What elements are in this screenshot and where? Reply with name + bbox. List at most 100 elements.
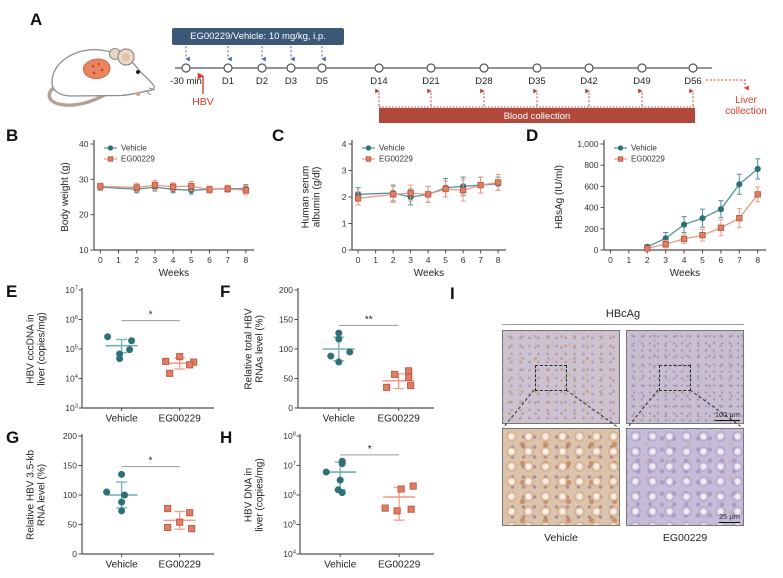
svg-text:Human serumalbumin (g/dl): Human serumalbumin (g/dl): [301, 166, 323, 229]
svg-text:0: 0: [98, 255, 103, 265]
panel-label-F: F: [220, 282, 231, 301]
timeline-point: [223, 63, 233, 73]
svg-text:Liver: Liver: [735, 95, 757, 106]
svg-text:5: 5: [189, 255, 194, 265]
svg-text:4: 4: [682, 255, 687, 265]
svg-text:HBV cccDNA inliver (copies/mg): HBV cccDNA inliver (copies/mg): [26, 312, 48, 385]
panel-label-G: G: [6, 428, 20, 447]
column-label-eg00229: EG00229: [662, 532, 708, 544]
sig-asterisk: **: [365, 314, 373, 325]
svg-text:105: 105: [283, 520, 296, 530]
svg-text:2: 2: [645, 255, 650, 265]
svg-text:3: 3: [663, 255, 668, 265]
panel-histology: HBcAg 100 μm 25 μm Vehicle EG00229: [448, 282, 780, 578]
blood-collection-bar: [379, 108, 695, 123]
svg-text:HBV: HBV: [192, 96, 214, 108]
timeline-point: [637, 63, 647, 73]
svg-text:D49: D49: [633, 76, 650, 87]
panel-label-A: A: [30, 10, 43, 29]
svg-text:EG00229: EG00229: [378, 414, 421, 425]
svg-text:0: 0: [608, 255, 613, 265]
mouse-illustration: [47, 47, 156, 107]
panel-label-C: C: [272, 126, 285, 145]
sig-asterisk: *: [149, 310, 153, 321]
svg-text:D2: D2: [256, 76, 268, 87]
svg-text:8: 8: [755, 255, 760, 265]
histology-eg00229-low-mag: 100 μm: [626, 330, 744, 424]
svg-text:2: 2: [342, 192, 347, 202]
title-rule: [502, 324, 744, 325]
svg-text:50: 50: [68, 520, 78, 530]
svg-text:Vehicle: Vehicle: [323, 414, 356, 425]
svg-text:2: 2: [134, 255, 139, 265]
inset-box: [659, 365, 691, 391]
svg-text:8: 8: [496, 255, 501, 265]
sig-asterisk: *: [368, 444, 372, 455]
svg-text:EG00229: EG00229: [378, 560, 421, 571]
svg-text:6: 6: [461, 255, 466, 265]
svg-text:150: 150: [279, 315, 293, 325]
timeline-point: [374, 63, 384, 73]
chart-hbsag: 0 200 400 600 800 1,000 0 1 2 3 4 5 6 7 8 Weeks HBsAg (I…: [548, 130, 774, 280]
svg-text:1: 1: [116, 255, 121, 265]
svg-text:0: 0: [594, 245, 599, 255]
timeline-point: [584, 63, 594, 73]
svg-text:Weeks: Weeks: [670, 268, 700, 279]
svg-text:1,000: 1,000: [577, 139, 599, 149]
svg-text:7: 7: [737, 255, 742, 265]
svg-text:Relative total HBVRNAs level (: Relative total HBVRNAs level (%): [244, 308, 266, 389]
svg-text:200: 200: [279, 285, 293, 295]
svg-text:20: 20: [79, 210, 89, 220]
timeline-point: [479, 63, 489, 73]
svg-text:EG00229: EG00229: [159, 560, 202, 571]
svg-text:D3: D3: [285, 76, 297, 87]
timeline-point: [286, 63, 296, 73]
svg-text:HBV DNA inliver (copies/mg): HBV DNA inliver (copies/mg): [244, 458, 266, 531]
inset-connector-lines: [502, 389, 744, 429]
svg-text:3: 3: [408, 255, 413, 265]
svg-text:107: 107: [283, 461, 296, 471]
svg-text:107: 107: [65, 285, 78, 295]
scalebar-25um: 25 μm: [719, 512, 740, 523]
inset-box: [535, 365, 567, 391]
column-label-vehicle: Vehicle: [544, 532, 578, 544]
svg-text:2: 2: [391, 255, 396, 265]
svg-text:0: 0: [288, 403, 293, 413]
svg-text:Weeks: Weeks: [414, 268, 444, 279]
svg-text:Blood collection: Blood collection: [504, 111, 571, 122]
panel-label-D: D: [526, 126, 539, 145]
svg-text:3: 3: [153, 255, 158, 265]
svg-text:100: 100: [63, 490, 77, 500]
scalebar-label: 25 μm: [719, 512, 740, 521]
svg-text:200: 200: [584, 224, 598, 234]
svg-text:EG00229: EG00229: [159, 414, 202, 425]
svg-text:4: 4: [426, 255, 431, 265]
svg-text:Vehicle: Vehicle: [324, 560, 357, 571]
panel-label-B: B: [6, 126, 19, 145]
svg-text:108: 108: [283, 431, 296, 441]
svg-text:103: 103: [65, 403, 78, 413]
timeline-point: [688, 63, 698, 73]
timeline-point: [532, 63, 542, 73]
histology-vehicle-low-mag: [502, 330, 620, 424]
svg-text:0: 0: [342, 245, 347, 255]
svg-text:106: 106: [65, 315, 78, 325]
svg-text:600: 600: [584, 181, 598, 191]
svg-text:1: 1: [373, 255, 378, 265]
histology-title: HBcAg: [605, 308, 641, 320]
svg-text:D56: D56: [684, 76, 701, 87]
chart-body-weight: 10 20 30 40 0 1 2 3 4 5 6 7 8 Weeks Body weight (g) Veh…: [54, 130, 262, 280]
svg-text:Vehicle: Vehicle: [105, 414, 138, 425]
svg-text:40: 40: [79, 139, 89, 149]
svg-text:-30 min: -30 min: [170, 76, 202, 87]
svg-text:Vehicle: Vehicle: [105, 560, 138, 571]
timeline: -30 min D1 D2 D3 D5 D14 D21 D28 D35 D42 D49 D56 HBV B…: [170, 46, 767, 123]
svg-text:6: 6: [719, 255, 724, 265]
timeline-point: [181, 63, 191, 73]
svg-text:7: 7: [478, 255, 483, 265]
svg-text:105: 105: [65, 344, 78, 354]
svg-text:Vehicle: Vehicle: [379, 144, 405, 153]
svg-text:5: 5: [443, 255, 448, 265]
treatment-box: EG00229/Vehicle: 10 mg/kg, i.p.: [172, 28, 344, 45]
